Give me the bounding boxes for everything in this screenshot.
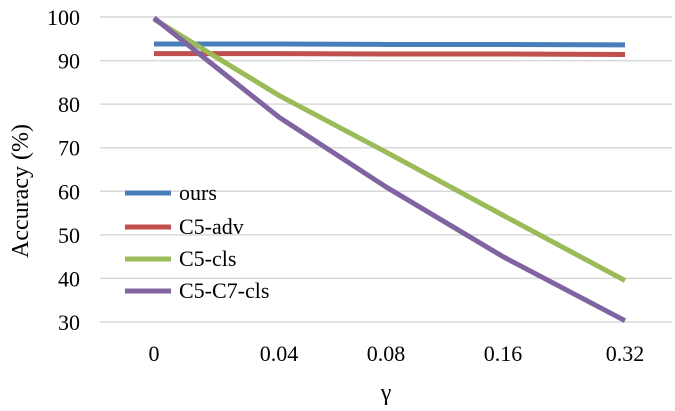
x-tick-label: 0.32 <box>606 341 645 366</box>
x-axis-label: γ <box>380 380 392 406</box>
series-line-c5-adv <box>154 51 626 57</box>
x-tick-label: 0.08 <box>367 341 406 366</box>
y-axis-label: Accuracy (%) <box>8 124 34 258</box>
legend: ours C5-adv C5-cls C5-C7-cls <box>125 180 269 303</box>
legend-label: C5-C7-cls <box>179 278 269 303</box>
x-tick-label: 0.16 <box>484 341 523 366</box>
legend-label: C5-adv <box>179 214 244 239</box>
series-line-c5-c7-cls <box>152 15 627 323</box>
y-tick-label: 30 <box>58 310 80 335</box>
legend-label: C5-cls <box>179 246 236 271</box>
y-tick-labels: 30 40 50 60 70 80 90 100 <box>47 5 80 335</box>
series-lines <box>152 15 627 323</box>
y-tick-label: 100 <box>47 5 80 30</box>
y-tick-label: 60 <box>58 179 80 204</box>
y-tick-label: 90 <box>58 49 80 74</box>
y-tick-label: 70 <box>58 136 80 161</box>
legend-label: ours <box>179 180 217 205</box>
series-line-ours <box>154 41 626 48</box>
series-line-c5-cls <box>152 17 627 283</box>
grid <box>100 16 672 323</box>
x-tick-label: 0.04 <box>260 341 299 366</box>
x-tick-label: 0 <box>149 341 160 366</box>
y-tick-label: 50 <box>58 223 80 248</box>
x-tick-labels: 0 0.04 0.08 0.16 0.32 <box>149 341 645 366</box>
y-tick-label: 40 <box>58 266 80 291</box>
y-tick-label: 80 <box>58 92 80 117</box>
